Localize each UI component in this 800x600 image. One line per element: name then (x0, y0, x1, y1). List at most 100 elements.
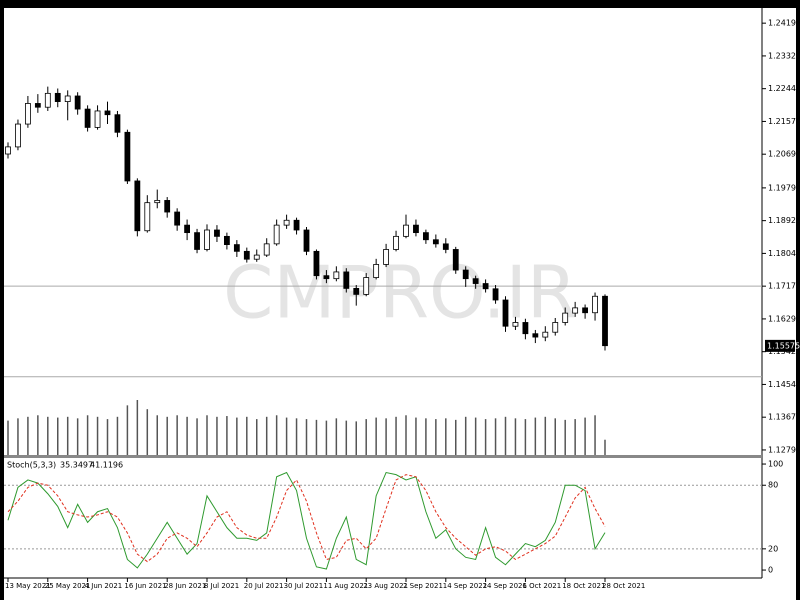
x-tick-label: 13 May 2021 (5, 582, 51, 590)
y-tick-label: 1.21570 (768, 117, 800, 126)
x-tick-label: 23 Aug 2021 (363, 582, 408, 590)
stoch-line (7, 471, 606, 570)
x-tick-label: 28 Jun 2021 (164, 582, 206, 590)
candle-body (323, 275, 330, 280)
price-label-box (765, 339, 795, 352)
x-tick-label: 18 Oct 2021 (562, 582, 605, 590)
y-tick-label: 1.20695 (768, 150, 800, 159)
candle-body (502, 299, 509, 327)
x-tick-label: 24 Sep 2021 (483, 582, 527, 590)
background (4, 8, 796, 600)
candle-body (164, 200, 171, 213)
y-tick-label: 1.12795 (768, 445, 800, 454)
candle-body (492, 288, 499, 301)
candle-body (104, 110, 111, 116)
candle-body (184, 224, 191, 234)
candle-body (74, 95, 81, 110)
candle-body (393, 235, 399, 250)
x-tick-label: 11 Aug 2021 (323, 582, 368, 590)
x-tick-label: 8 Jul 2021 (204, 582, 239, 590)
candle-body (134, 180, 141, 232)
y-tick-label: 1.13670 (768, 413, 800, 422)
panel-separator (4, 455, 762, 458)
candle-body (253, 254, 260, 260)
y-tick-label: 80 (768, 481, 778, 490)
y-tick-label: 1.17170 (768, 282, 800, 291)
x-tick-label: 14 Sep 2021 (443, 582, 487, 590)
candle-body (313, 250, 320, 277)
candle-body (283, 219, 290, 226)
indicator-title: Stoch(5,3,3) (7, 461, 56, 470)
candle-body (353, 288, 360, 295)
candle-body (413, 224, 419, 234)
y-tick-label: 0 (768, 566, 773, 575)
watermark: CMPRO.IR (223, 251, 577, 335)
y-tick-label: 1.23320 (768, 51, 800, 60)
candle-body (273, 224, 280, 245)
candle-body (343, 271, 350, 289)
x-tick-label: 16 Jun 2021 (124, 582, 166, 590)
indicator-value: 41.1196 (90, 461, 123, 470)
candle-body (442, 243, 449, 250)
candle-body (482, 283, 489, 290)
candle-body (373, 264, 380, 278)
y-tick-label: 100 (768, 460, 783, 469)
candle-body (64, 95, 71, 102)
candle-body (223, 235, 230, 246)
candle-body (422, 232, 429, 241)
candle-body (84, 108, 91, 128)
y-tick-label: 1.18920 (768, 216, 800, 225)
candle-body (24, 103, 31, 125)
candle-body (432, 239, 439, 245)
y-tick-label: 1.19795 (768, 183, 800, 192)
candle-body (233, 244, 240, 252)
x-tick-label: 30 Jul 2021 (284, 582, 324, 590)
y-tick-label: 1.24195 (768, 19, 800, 28)
candle-body (174, 211, 181, 226)
candle-body (333, 271, 340, 280)
y-tick-label: 1.14545 (768, 380, 800, 389)
x-tick-label: 25 May 2021 (45, 582, 91, 590)
candle-body (44, 92, 51, 108)
candle-body (572, 307, 579, 314)
candle-body (114, 114, 121, 133)
candle-body (602, 295, 608, 347)
stoch-line (7, 474, 606, 563)
indicator-value: 35.3497 (60, 461, 93, 470)
candle-body (194, 232, 200, 250)
x-tick-label: 28 Oct 2021 (602, 582, 645, 590)
candle-body (403, 224, 409, 237)
candle-body (15, 123, 21, 148)
candle-body (512, 322, 519, 327)
x-tick-label: 20 Jul 2021 (244, 582, 284, 590)
candle-body (472, 278, 479, 284)
x-tick-label: 2 Sep 2021 (403, 582, 443, 590)
candle-body (383, 249, 390, 265)
candle-body (452, 249, 459, 271)
candle-body (582, 307, 588, 314)
candle-body (154, 200, 161, 204)
candle-body (5, 146, 11, 155)
candle-body (263, 243, 270, 256)
candle-body (94, 110, 101, 128)
candle-body (243, 250, 250, 260)
candle-body (34, 103, 41, 108)
candle-body (363, 277, 370, 295)
candle-body (303, 229, 310, 252)
candle-body (144, 202, 151, 232)
candle-body (522, 322, 529, 335)
y-tick-label: 1.22445 (768, 84, 800, 93)
price-label: 1.15575 (767, 341, 800, 350)
candle-body (592, 295, 598, 314)
candle-body (562, 312, 569, 323)
candle-body (54, 92, 61, 102)
candle-body (124, 131, 131, 182)
y-tick-label: 20 (768, 544, 778, 553)
candle-body (214, 229, 220, 237)
x-tick-label: 6 Oct 2021 (522, 582, 561, 590)
candle-body (204, 229, 210, 250)
candle-body (462, 269, 469, 280)
x-tick-label: 4 Jun 2021 (85, 582, 123, 590)
candle-body (532, 333, 539, 338)
